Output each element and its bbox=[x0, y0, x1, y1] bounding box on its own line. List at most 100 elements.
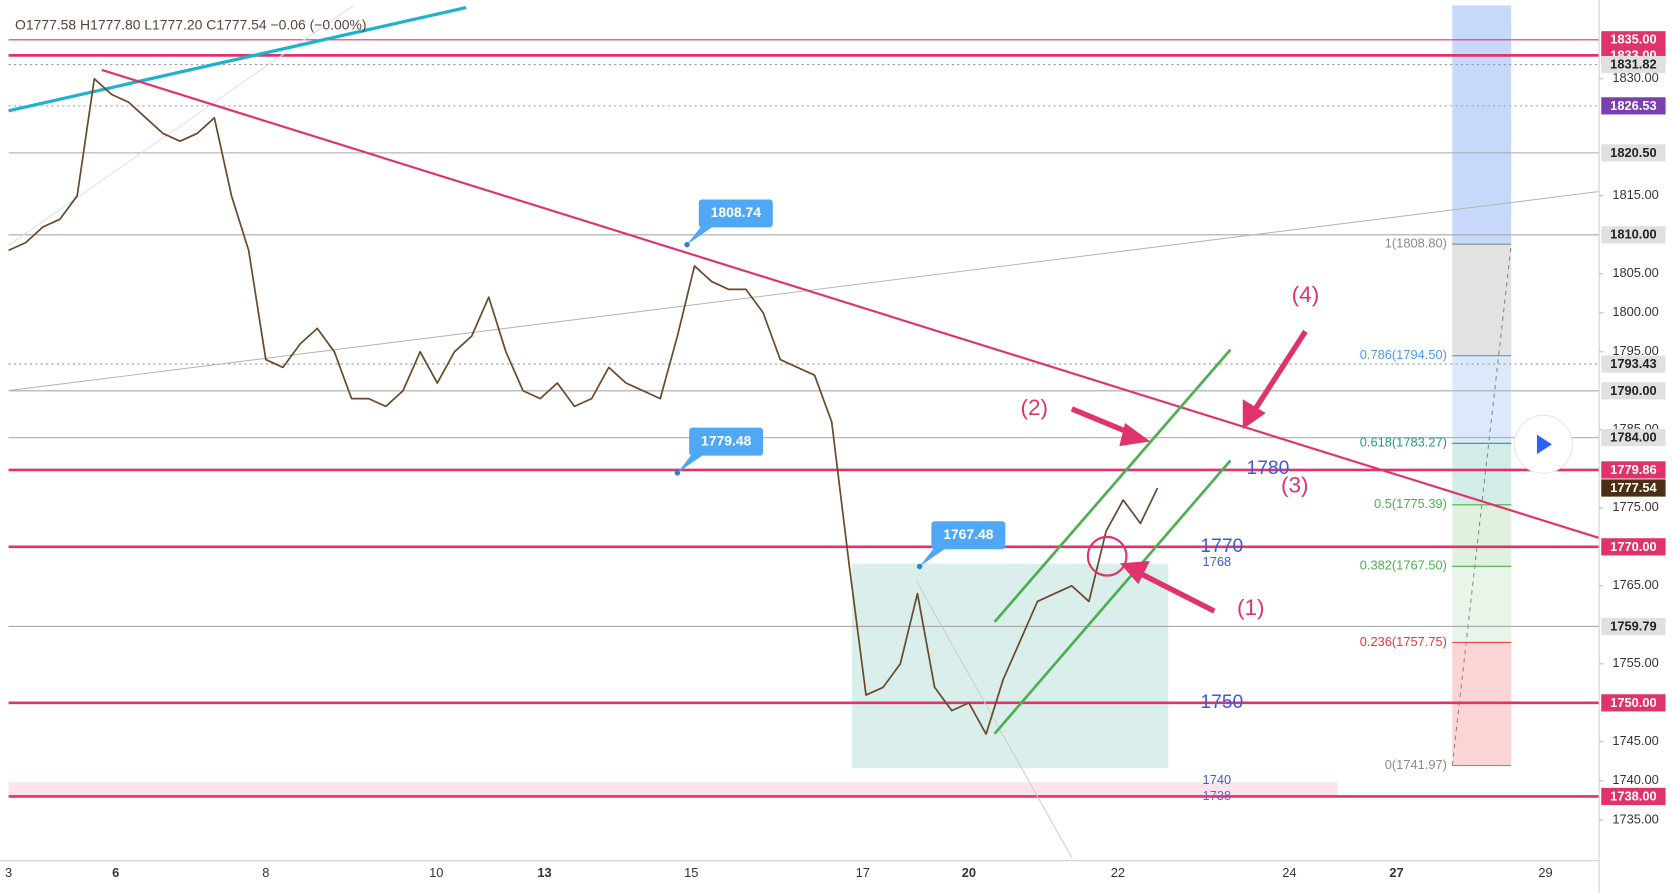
y-tick-label: 1735.00 bbox=[1612, 811, 1658, 826]
y-tick-label: 1805.00 bbox=[1612, 265, 1658, 280]
y-tick-label: 1765.00 bbox=[1612, 577, 1658, 592]
trend-line bbox=[8, 190, 1600, 392]
play-icon[interactable] bbox=[1536, 434, 1552, 455]
play-button[interactable] bbox=[1513, 414, 1573, 474]
arrow bbox=[1251, 329, 1308, 413]
level-label: 1750.00 bbox=[1610, 695, 1656, 710]
arrows bbox=[1070, 329, 1308, 614]
level-note: 1738 bbox=[1203, 788, 1232, 803]
level-label: 1790.00 bbox=[1610, 383, 1656, 398]
level-note: 1770 bbox=[1200, 536, 1243, 557]
level-note: 1750 bbox=[1200, 692, 1243, 713]
y-tick-label: 1795.00 bbox=[1612, 343, 1658, 358]
level-label: 1738.00 bbox=[1610, 788, 1656, 803]
y-tick-label: 1800.00 bbox=[1612, 304, 1658, 319]
level-box bbox=[1601, 461, 1666, 479]
y-tick-label: 1830.00 bbox=[1612, 70, 1658, 85]
highlight-circle bbox=[1086, 535, 1128, 577]
callout-box bbox=[931, 521, 1006, 550]
level-label: 1831.82 bbox=[1610, 57, 1656, 72]
level-label: 1777.54 bbox=[1610, 480, 1657, 495]
wave-label: (3) bbox=[1281, 472, 1309, 497]
fib-label: 0.382(1767.50) bbox=[1360, 558, 1447, 573]
level-label: 1784.00 bbox=[1610, 430, 1656, 445]
callout-point bbox=[674, 470, 681, 476]
x-tick-label: 13 bbox=[537, 865, 551, 880]
callout-label: 1779.48 bbox=[701, 432, 752, 448]
y-tick-label: 1775.00 bbox=[1612, 499, 1658, 514]
trend-line bbox=[915, 580, 1073, 858]
projection-band bbox=[1452, 5, 1512, 246]
fib-label: 0.618(1783.27) bbox=[1360, 435, 1447, 450]
level-box bbox=[1601, 31, 1666, 49]
callout-pointer bbox=[919, 547, 948, 567]
fib-band bbox=[1452, 244, 1512, 356]
fib-band bbox=[1452, 355, 1512, 444]
level-box bbox=[1601, 429, 1666, 447]
level-box bbox=[1601, 97, 1666, 115]
trend-line bbox=[8, 5, 467, 113]
fib-label: 0.786(1794.50) bbox=[1360, 347, 1447, 362]
wave-label: (1) bbox=[1237, 595, 1265, 620]
arrow bbox=[1134, 568, 1216, 614]
callout-pointer bbox=[677, 453, 706, 473]
x-tick-label: 27 bbox=[1389, 865, 1403, 880]
level-label: 1770.00 bbox=[1610, 539, 1656, 554]
callout-point bbox=[916, 563, 923, 570]
level-box bbox=[1601, 55, 1666, 74]
callout-point bbox=[684, 241, 690, 248]
fib-label: 0.236(1757.75) bbox=[1360, 634, 1447, 649]
ohlc-header: O1777.58 H1777.80 L1777.20 C1777.54 −0.0… bbox=[15, 16, 367, 32]
fib-label: 1(1808.80) bbox=[1385, 236, 1447, 251]
y-tick-label: 1740.00 bbox=[1612, 772, 1658, 787]
trend-line bbox=[101, 68, 1600, 539]
level-label: 1793.43 bbox=[1610, 356, 1656, 371]
price-line bbox=[8, 77, 1159, 735]
level-box bbox=[1601, 787, 1666, 806]
level-label: 1810.00 bbox=[1610, 227, 1656, 242]
x-tick-label: 29 bbox=[1538, 865, 1552, 880]
fib-label: 0(1741.97) bbox=[1385, 757, 1447, 772]
callout-box bbox=[698, 199, 773, 228]
level-box bbox=[1601, 538, 1666, 556]
x-tick-label: 24 bbox=[1282, 865, 1296, 880]
wave-label: (2) bbox=[1021, 395, 1049, 420]
callout: 1808.74 bbox=[684, 199, 773, 248]
level-box bbox=[1601, 226, 1666, 244]
x-tick-label: 20 bbox=[962, 865, 976, 880]
level-note: 1768 bbox=[1203, 554, 1232, 569]
level-box bbox=[1601, 479, 1666, 497]
level-box bbox=[1601, 355, 1666, 373]
callout: 1767.48 bbox=[916, 521, 1006, 570]
level-box bbox=[1601, 617, 1666, 636]
x-tick-label: 22 bbox=[1111, 865, 1125, 880]
price-axis-bg bbox=[1599, 0, 1672, 893]
x-tick-label: 6 bbox=[112, 865, 119, 880]
x-tick-label: 8 bbox=[262, 865, 269, 880]
y-tick-label: 1755.00 bbox=[1612, 655, 1658, 670]
level-box bbox=[1601, 694, 1666, 712]
x-tick-label: 10 bbox=[429, 865, 443, 880]
price-layer bbox=[8, 77, 1159, 735]
axis-labels: 1830.001815.001805.001800.001795.001785.… bbox=[5, 31, 1666, 880]
level-label: 1820.50 bbox=[1610, 145, 1656, 160]
y-tick-label: 1745.00 bbox=[1612, 733, 1658, 748]
level-label: 1759.79 bbox=[1610, 618, 1656, 633]
level-label: 1826.53 bbox=[1610, 98, 1656, 113]
callout-label: 1808.74 bbox=[711, 204, 762, 220]
channel-line bbox=[993, 348, 1232, 623]
arrow-head bbox=[1119, 561, 1150, 585]
level-note: 1740 bbox=[1203, 772, 1232, 787]
support-band bbox=[8, 782, 1338, 797]
range-box bbox=[852, 563, 1169, 769]
callout-pointer bbox=[687, 225, 715, 245]
callout-label: 1767.48 bbox=[943, 526, 994, 542]
x-tick-label: 3 bbox=[5, 865, 12, 880]
background-layer bbox=[8, 5, 1512, 797]
level-box bbox=[1601, 382, 1666, 400]
arrow-head bbox=[1242, 399, 1266, 430]
callout-box bbox=[689, 427, 764, 456]
